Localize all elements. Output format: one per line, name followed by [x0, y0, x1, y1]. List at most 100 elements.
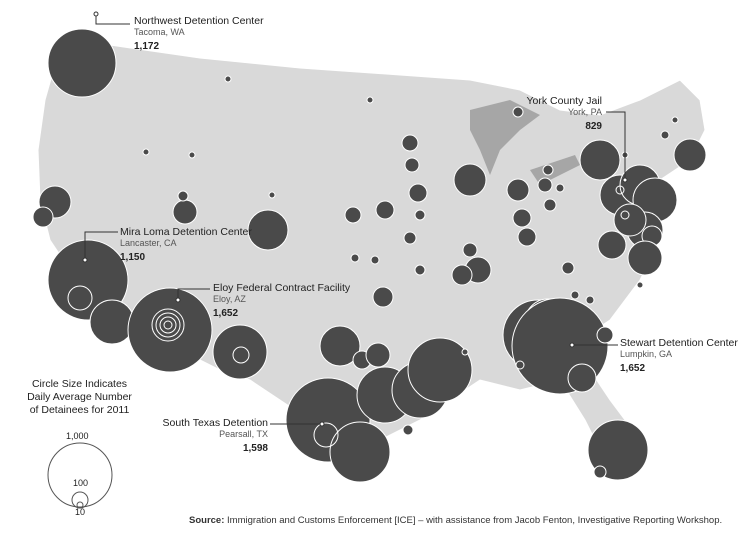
- facility-city: York, PA: [567, 107, 602, 117]
- inner-ring: [151, 308, 185, 342]
- facility-bubble: [319, 325, 361, 367]
- label-stewart: Stewart Detention Center Lumpkin, GA 1,652: [620, 337, 738, 375]
- facility-bubble: [567, 363, 597, 393]
- facility-bubble: [407, 337, 473, 403]
- facility-bubble: [555, 183, 565, 193]
- facility-bubble: [89, 299, 135, 345]
- facility-bubble: [370, 255, 380, 265]
- facility-marker: [93, 11, 99, 17]
- facility-bubble: [401, 134, 419, 152]
- facility-bubble: [365, 342, 391, 368]
- facility-bubble: [671, 116, 679, 124]
- facility-bubble: [172, 199, 198, 225]
- facility-name: Mira Loma Detention Center: [120, 226, 252, 238]
- facility-marker: [175, 297, 181, 303]
- facility-marker: [622, 177, 628, 183]
- legend-title: Circle Size Indicates Daily Average Numb…: [27, 378, 132, 416]
- source-note: Source: Immigration and Customs Enforcem…: [189, 515, 722, 526]
- label-northwest: Northwest Detention Center Tacoma, WA 1,17…: [134, 15, 264, 53]
- legend-10: 10: [75, 507, 86, 517]
- facility-bubble: [47, 28, 117, 98]
- facility-bubble: [451, 264, 473, 286]
- facility-bubble: [403, 231, 417, 245]
- source-label: Source:: [189, 515, 225, 526]
- facility-bubble: [515, 360, 525, 370]
- inner-ring: [159, 316, 177, 334]
- inner-ring: [615, 185, 625, 195]
- facility-name: South Texas Detention: [162, 417, 268, 429]
- facility-bubble: [414, 264, 426, 276]
- facility-bubble: [402, 424, 414, 436]
- label-south-texas: South Texas Detention Pearsall, TX 1,598: [150, 417, 268, 455]
- facility-value: 829: [585, 121, 602, 132]
- facility-bubble: [224, 75, 232, 83]
- facility-city: Lumpkin, GA: [620, 349, 673, 359]
- facility-bubble: [636, 281, 644, 289]
- facility-name: Stewart Detention Center: [620, 337, 738, 349]
- facility-bubble: [414, 209, 426, 221]
- facility-bubble: [561, 261, 575, 275]
- inner-ring: [155, 312, 181, 338]
- facility-value: 1,652: [213, 308, 239, 319]
- facility-bubble: [350, 253, 360, 263]
- facility-bubble: [660, 130, 670, 140]
- facility-bubble: [587, 419, 649, 481]
- facility-bubble: [579, 139, 621, 181]
- facility-bubble: [372, 286, 394, 308]
- facility-bubble: [462, 242, 478, 258]
- facility-city: Eloy, AZ: [213, 294, 246, 304]
- facility-bubble: [366, 96, 374, 104]
- legend-circle: [71, 491, 89, 509]
- inner-ring: [67, 285, 93, 311]
- facility-bubble: [453, 163, 487, 197]
- facility-bubble: [570, 290, 580, 300]
- facility-bubble: [32, 206, 54, 228]
- facility-marker: [82, 257, 88, 263]
- label-york: York County Jail York, PA 829: [490, 95, 602, 133]
- leader-line: [95, 14, 130, 25]
- leader-line: [606, 111, 626, 180]
- facility-value: 1,150: [120, 252, 146, 263]
- facility-bubble: [404, 157, 420, 173]
- facility-city: Lancaster, CA: [120, 238, 177, 248]
- facility-bubble: [127, 287, 213, 373]
- facility-bubble: [613, 203, 647, 237]
- facility-city: Pearsall, TX: [219, 429, 268, 439]
- facility-bubble: [596, 326, 614, 344]
- facility-value: 1,172: [134, 41, 160, 52]
- facility-name: Eloy Federal Contract Facility: [213, 282, 351, 294]
- source-text: Immigration and Customs Enforcement [ICE…: [224, 515, 723, 526]
- facility-bubble: [247, 209, 289, 251]
- facility-bubble: [188, 151, 196, 159]
- facility-bubble: [506, 178, 530, 202]
- facility-bubble: [512, 208, 532, 228]
- facility-bubble: [543, 198, 557, 212]
- facility-bubble: [344, 206, 362, 224]
- label-eloy: Eloy Federal Contract Facility Eloy, AZ 1,…: [213, 282, 351, 320]
- legend-circle: [47, 442, 113, 508]
- facility-bubble: [585, 295, 595, 305]
- facility-bubble: [461, 348, 469, 356]
- facility-bubble: [512, 106, 524, 118]
- facility-bubble: [517, 227, 537, 247]
- facility-name: York County Jail: [526, 95, 602, 107]
- label-mira-loma: Mira Loma Detention Center Lancaster, CA 1…: [120, 226, 252, 264]
- facility-bubble: [597, 230, 627, 260]
- facility-bubble: [408, 183, 428, 203]
- facility-name: Northwest Detention Center: [134, 15, 264, 27]
- inner-ring: [620, 210, 630, 220]
- facility-marker: [319, 421, 325, 427]
- facility-bubble: [375, 200, 395, 220]
- facility-value: 1,598: [242, 443, 268, 454]
- facility-bubble: [593, 465, 607, 479]
- facility-bubble: [542, 164, 554, 176]
- inner-ring: [163, 320, 173, 330]
- facility-bubble: [329, 421, 391, 483]
- facility-value: 1,652: [620, 363, 646, 374]
- lake-erie: [530, 155, 580, 185]
- inner-ring: [232, 346, 250, 364]
- facility-bubble: [212, 324, 268, 380]
- great-lakes: [470, 100, 540, 175]
- leader-line: [84, 231, 118, 260]
